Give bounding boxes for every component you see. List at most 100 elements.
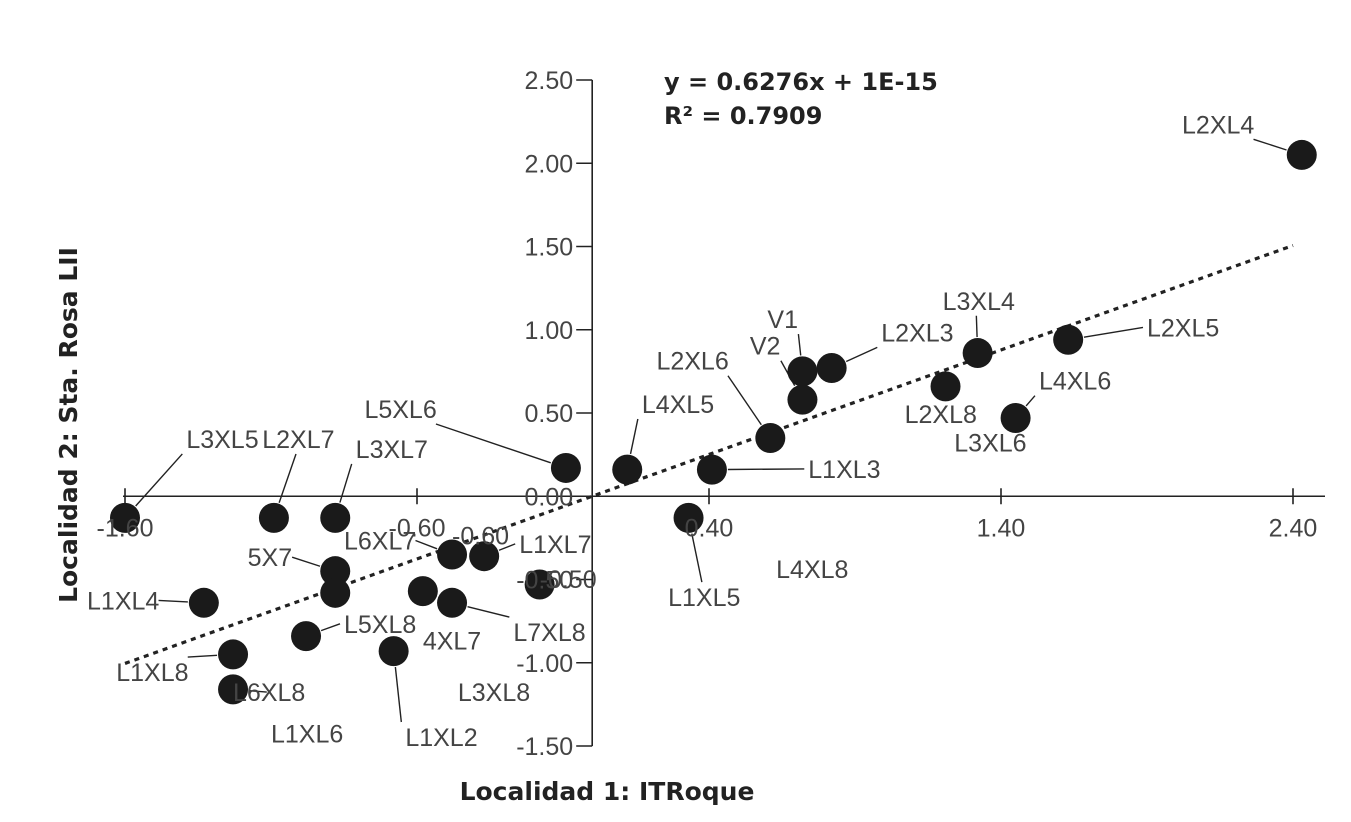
point-label: L4XL6: [1039, 368, 1111, 396]
data-point: [696, 454, 727, 485]
y-tick-label: 1.50: [525, 234, 574, 262]
leader-line: [435, 423, 551, 464]
leader-line: [691, 533, 703, 583]
leader-line: [291, 556, 321, 567]
y-tick-label: -0.50: [516, 567, 573, 595]
data-point: [1286, 139, 1317, 170]
y-tick-label: -1.50: [516, 733, 573, 761]
leader-line: [158, 599, 188, 603]
data-point: [1000, 402, 1031, 433]
leader-line: [278, 453, 297, 503]
data-point: [378, 636, 409, 667]
r-squared-label: R² = 0.7909: [664, 102, 822, 130]
point-label: V1: [767, 306, 798, 334]
trendline-path: [124, 243, 1294, 665]
point-label: L6XL7: [344, 528, 416, 556]
y-axis-title: Localidad 2: Sta. Rosa LII: [54, 247, 83, 603]
data-point: [816, 353, 847, 384]
point-label: L1XL6: [271, 721, 343, 749]
x-tick-label: 2.40: [1269, 514, 1318, 542]
point-label: 4XL7: [423, 627, 481, 655]
point-label: -0.50: [540, 566, 597, 594]
y-tick-label: -1.00: [516, 650, 573, 678]
point-label: L3XL4: [943, 288, 1015, 316]
point-label: L1XL2: [405, 724, 477, 752]
data-point: [218, 639, 249, 670]
data-point: [218, 674, 249, 705]
leader-line: [135, 453, 183, 507]
trendline-equation: y = 0.6276x + 1E-15: [664, 68, 938, 96]
point-label: L1XL4: [87, 587, 159, 615]
leader-line: [845, 346, 878, 363]
point-label: L6XL8: [233, 679, 305, 707]
leader-line: [187, 654, 218, 658]
label-leader-lines: [135, 138, 1287, 723]
point-label: -0.60: [452, 523, 509, 551]
leader-line: [797, 334, 802, 356]
point-label: V2: [750, 333, 781, 361]
tick-labels: -1.60 -0.60 0.40 1.40 2.40 2.50 2.00 1.50 1.00 0.…: [97, 67, 1318, 761]
x-tick-label: -0.60: [389, 514, 446, 542]
leader-line: [1083, 326, 1144, 338]
data-points: [110, 139, 1317, 705]
trendline: [124, 243, 1294, 665]
x-tick-label: -1.60: [97, 514, 154, 542]
y-tick-label: 0.00: [525, 483, 574, 511]
leader-line: [727, 375, 762, 426]
data-point: [320, 577, 351, 608]
point-label: L3XL8: [458, 679, 530, 707]
data-point: [755, 422, 786, 453]
leader-line: [415, 539, 438, 550]
data-point: [550, 452, 581, 483]
leader-line: [1253, 138, 1287, 151]
data-point: [407, 576, 438, 607]
point-label: L7XL8: [513, 619, 585, 647]
data-point: [110, 502, 140, 533]
leader-line: [394, 666, 403, 723]
leader-line: [320, 623, 341, 632]
data-point: [787, 356, 818, 387]
data-point: [437, 587, 468, 618]
leader-line: [629, 418, 639, 455]
point-label: L2XL6: [656, 348, 728, 376]
leader-line: [467, 606, 510, 618]
leader-line: [1025, 395, 1036, 407]
data-point: [320, 502, 351, 533]
data-point: [320, 556, 351, 587]
point-label: L5XL8: [344, 611, 416, 639]
axes: [123, 79, 1325, 747]
y-tick-label: 0.50: [525, 400, 574, 428]
point-label: L2XL7: [262, 426, 334, 454]
data-point: [188, 587, 219, 618]
point-label: L1XL5: [668, 584, 740, 612]
leader-line: [339, 463, 353, 503]
point-label: L3XL7: [356, 436, 428, 464]
y-tick-label: 2.50: [525, 67, 574, 95]
point-label: L2XL3: [881, 319, 953, 347]
point-label: L2XL8: [905, 401, 977, 429]
data-point: [258, 502, 289, 533]
x-tick-label: 1.40: [977, 514, 1026, 542]
point-label: L1XL8: [116, 659, 188, 687]
point-label: L4XL5: [642, 391, 714, 419]
leader-line: [975, 315, 978, 338]
data-point: [962, 338, 993, 369]
leader-line: [727, 468, 805, 471]
data-point: [930, 371, 961, 402]
data-point: [673, 502, 704, 533]
y-tick-label: 1.00: [525, 317, 574, 345]
y-tick-label: 2.00: [525, 150, 574, 178]
leader-line: [248, 689, 267, 693]
data-point: [291, 621, 322, 652]
point-label: L1XL3: [808, 456, 880, 484]
x-tick-label: 0.40: [685, 514, 734, 542]
point-label: L5XL6: [364, 396, 436, 424]
data-point: [469, 541, 500, 572]
point-label: L4XL8: [776, 556, 848, 584]
data-point: [524, 569, 555, 600]
point-label: L1XL7: [519, 531, 591, 559]
point-label: L2XL5: [1147, 314, 1219, 342]
data-point: [1053, 324, 1084, 355]
